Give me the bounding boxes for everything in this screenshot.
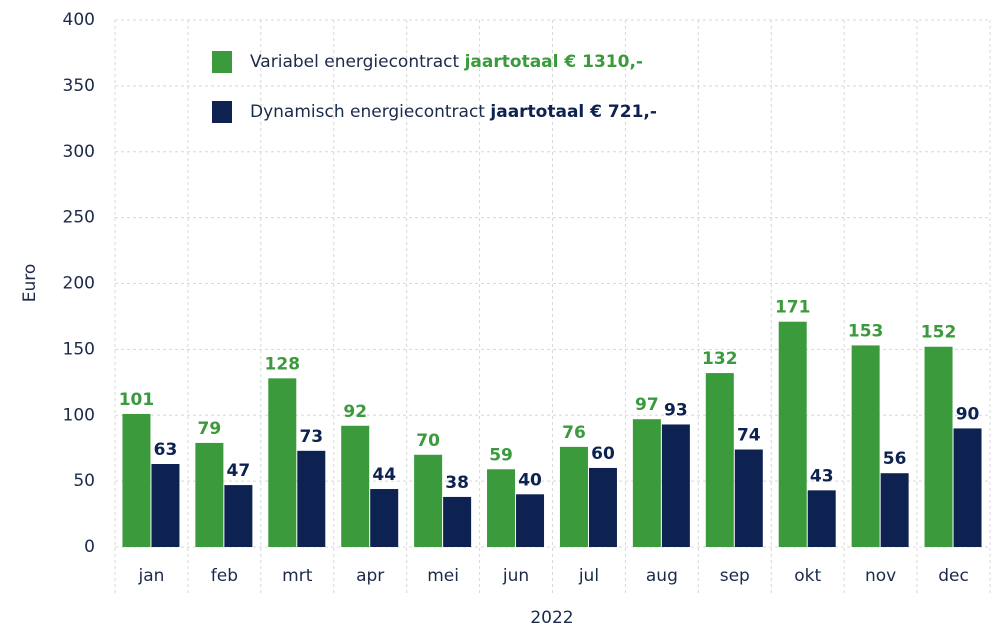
data-label: 132	[702, 349, 738, 369]
x-tick-label: feb	[211, 566, 238, 586]
data-label: 70	[416, 431, 440, 451]
bar	[122, 413, 151, 547]
bar	[443, 496, 472, 547]
bar	[851, 345, 880, 547]
y-tick-label: 300	[63, 142, 95, 162]
bar	[487, 469, 516, 547]
x-tick-label: dec	[938, 566, 969, 586]
data-label: 101	[119, 390, 155, 410]
data-label: 74	[737, 426, 761, 446]
data-label: 152	[921, 323, 957, 343]
data-label: 63	[154, 440, 178, 460]
x-tick-label: sep	[720, 566, 750, 586]
x-tick-label: okt	[794, 566, 821, 586]
data-label: 38	[445, 473, 469, 493]
bar	[705, 373, 734, 547]
y-tick-label: 250	[63, 208, 95, 228]
x-tick-label: apr	[356, 566, 384, 586]
legend-swatch	[212, 51, 232, 73]
legend-name: Variabel energiecontract	[250, 52, 460, 72]
y-tick-label: 150	[63, 339, 95, 359]
legend-name: Dynamisch energiecontract	[250, 102, 485, 122]
x-tick-label: nov	[865, 566, 896, 586]
bar	[224, 485, 253, 547]
data-label: 171	[775, 298, 811, 318]
legend-total: jaartotaal € 721,-	[489, 102, 657, 122]
y-tick-label: 0	[84, 537, 95, 557]
bar	[953, 428, 982, 547]
legend-swatch	[212, 101, 232, 123]
data-label: 40	[518, 470, 542, 490]
bar	[880, 473, 909, 547]
x-tick-label: jun	[502, 566, 529, 586]
data-label: 153	[848, 321, 884, 341]
x-tick-label: jul	[578, 566, 599, 586]
data-label: 92	[343, 402, 367, 422]
legend-text: Dynamisch energiecontract jaartotaal € 7…	[250, 102, 657, 122]
bar	[151, 463, 180, 547]
bar	[807, 490, 836, 547]
data-label: 44	[372, 465, 396, 485]
bar	[341, 425, 370, 547]
data-label: 59	[489, 445, 513, 465]
x-axis-label: 2022	[530, 608, 573, 628]
data-label: 76	[562, 423, 586, 443]
data-label: 93	[664, 400, 688, 420]
x-tick-label: mei	[427, 566, 459, 586]
y-axis-label: Euro	[20, 264, 40, 303]
bar	[778, 321, 807, 547]
bar	[195, 442, 224, 547]
data-label: 97	[635, 395, 659, 415]
bar	[924, 346, 953, 547]
bar	[268, 378, 297, 547]
data-label: 90	[956, 404, 980, 424]
legend-text: Variabel energiecontract jaartotaal € 13…	[250, 52, 643, 72]
bar	[370, 489, 399, 547]
bar	[632, 419, 661, 547]
data-label: 73	[299, 427, 323, 447]
data-label: 43	[810, 466, 834, 486]
data-label: 56	[883, 449, 907, 469]
y-tick-label: 50	[73, 471, 95, 491]
bar	[661, 424, 690, 547]
y-tick-label: 100	[63, 405, 95, 425]
data-label: 128	[265, 354, 301, 374]
y-tick-label: 400	[63, 10, 95, 30]
bar	[297, 450, 326, 547]
y-tick-label: 200	[63, 274, 95, 294]
x-tick-label: mrt	[282, 566, 313, 586]
data-label: 60	[591, 444, 615, 464]
data-label: 47	[227, 461, 251, 481]
legend-total: jaartotaal € 1310,-	[464, 52, 643, 72]
data-label: 79	[198, 419, 222, 439]
bar	[516, 494, 545, 547]
bar	[559, 446, 588, 547]
bar	[588, 467, 617, 547]
bar	[414, 454, 443, 547]
y-tick-label: 350	[63, 76, 95, 96]
x-tick-label: aug	[646, 566, 678, 586]
x-tick-label: jan	[137, 566, 164, 586]
bar	[734, 449, 763, 547]
